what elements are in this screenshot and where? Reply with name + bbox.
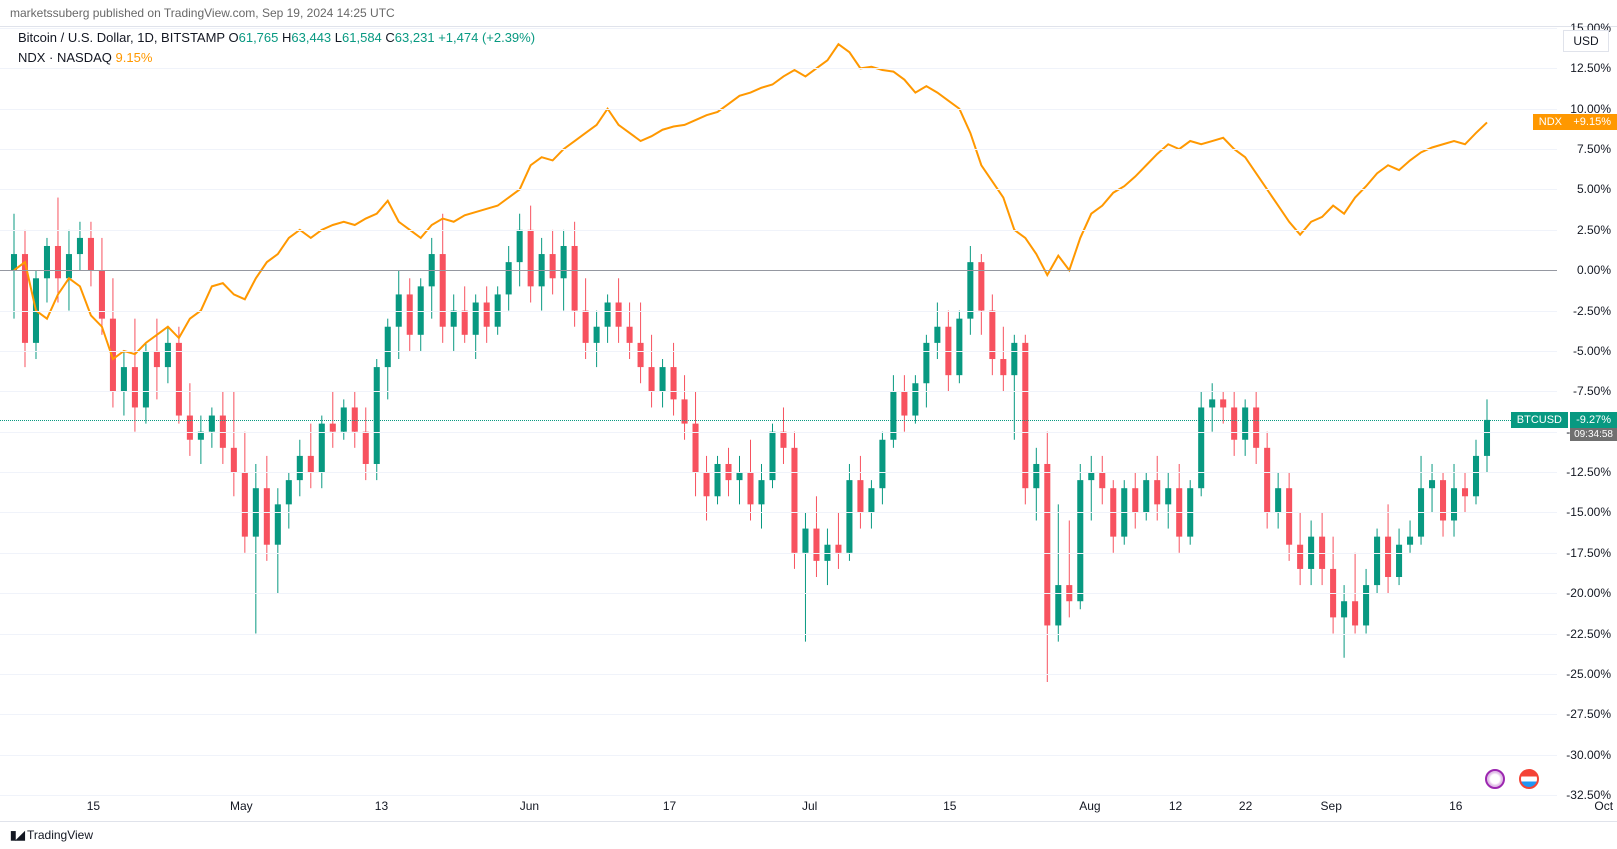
- gridline: [0, 472, 1557, 473]
- price-badge: NDX: [1533, 114, 1568, 130]
- y-tick: -20.00%: [1566, 586, 1611, 600]
- gridline: [0, 634, 1557, 635]
- symbol-legend: Bitcoin / U.S. Dollar, 1D, BITSTAMP O61,…: [18, 30, 535, 45]
- gridline: [0, 755, 1557, 756]
- gridline: [0, 512, 1557, 513]
- y-tick: -30.00%: [1566, 748, 1611, 762]
- x-tick: 22: [1239, 799, 1252, 813]
- flag-icon[interactable]: [1519, 769, 1539, 789]
- gridline: [0, 230, 1557, 231]
- y-tick: 5.00%: [1577, 182, 1611, 196]
- x-axis[interactable]: 15May13Jun17Jul15Aug1222Sep16Oct: [0, 795, 1557, 821]
- price-badge: +9.15%: [1567, 114, 1617, 130]
- y-tick: -2.50%: [1573, 304, 1611, 318]
- x-tick: Sep: [1321, 799, 1342, 813]
- gridline: [0, 351, 1557, 352]
- y-tick: 12.50%: [1570, 61, 1611, 75]
- price-badge: -9.27%: [1570, 412, 1617, 428]
- gridline: [0, 714, 1557, 715]
- gridline: [0, 553, 1557, 554]
- y-tick: -25.00%: [1566, 667, 1611, 681]
- x-tick: 12: [1169, 799, 1182, 813]
- y-tick: -12.50%: [1566, 465, 1611, 479]
- chart-svg: [0, 28, 1557, 795]
- y-tick: 0.00%: [1577, 263, 1611, 277]
- footer-brand: TradingView: [27, 828, 93, 842]
- y-tick: 7.50%: [1577, 142, 1611, 156]
- y-tick: -15.00%: [1566, 505, 1611, 519]
- y-tick: -27.50%: [1566, 707, 1611, 721]
- currency-toggle[interactable]: USD: [1563, 30, 1609, 52]
- gridline: [0, 109, 1557, 110]
- x-tick: May: [230, 799, 253, 813]
- x-tick: Aug: [1079, 799, 1100, 813]
- indicator-legend: NDX · NASDAQ 9.15%: [18, 50, 152, 65]
- x-tick: Jul: [802, 799, 817, 813]
- gridline: [0, 432, 1557, 433]
- gridline: [0, 270, 1557, 271]
- indicator-label: NDX · NASDAQ: [18, 50, 112, 65]
- gridline: [0, 28, 1557, 29]
- x-tick: 15: [87, 799, 100, 813]
- gridline: [0, 593, 1557, 594]
- y-tick: -7.50%: [1573, 384, 1611, 398]
- price-badge: 09:34:58: [1570, 428, 1617, 441]
- gridline: [0, 674, 1557, 675]
- indicator-value: 9.15%: [116, 50, 153, 65]
- x-tick: Jun: [520, 799, 539, 813]
- gridline: [0, 189, 1557, 190]
- author: marketssuberg: [10, 6, 89, 20]
- x-tick: Oct: [1594, 799, 1613, 813]
- price-badge: BTCUSD: [1511, 412, 1568, 428]
- last-price-line: [0, 420, 1557, 421]
- footer: ▮◢ TradingView: [0, 821, 1617, 849]
- gridline: [0, 391, 1557, 392]
- gridline: [0, 68, 1557, 69]
- tradingview-logo-icon: ▮◢: [10, 828, 24, 842]
- y-tick: -5.00%: [1573, 344, 1611, 358]
- y-tick: 2.50%: [1577, 223, 1611, 237]
- y-axis[interactable]: 15.00%12.50%10.00%7.50%5.00%2.50%0.00%-2…: [1557, 28, 1617, 795]
- x-tick: 17: [663, 799, 676, 813]
- chart-pane[interactable]: [0, 28, 1557, 795]
- y-tick: -22.50%: [1566, 627, 1611, 641]
- lightning-icon[interactable]: [1485, 769, 1505, 789]
- symbol-name: Bitcoin / U.S. Dollar, 1D, BITSTAMP: [18, 30, 225, 45]
- x-tick: 16: [1449, 799, 1462, 813]
- chart-tool-icons: [1475, 769, 1539, 789]
- gridline: [0, 311, 1557, 312]
- x-tick: 13: [375, 799, 388, 813]
- x-tick: 15: [943, 799, 956, 813]
- y-tick: -17.50%: [1566, 546, 1611, 560]
- publish-header: marketssuberg published on TradingView.c…: [0, 0, 1617, 27]
- site-link[interactable]: TradingView.com: [164, 6, 255, 20]
- gridline: [0, 149, 1557, 150]
